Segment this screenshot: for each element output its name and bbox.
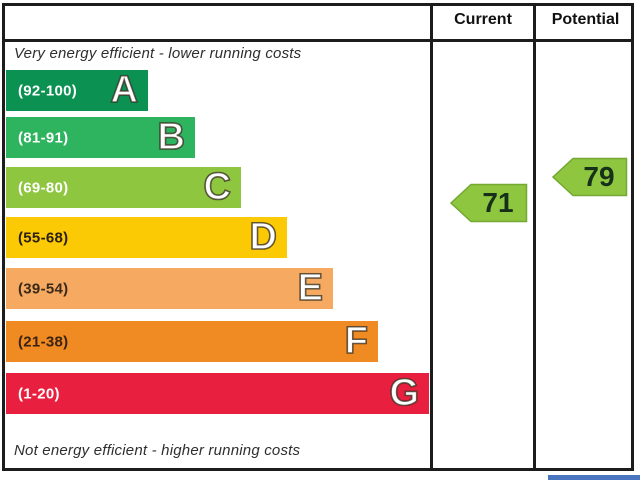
band-a: (92-100) A <box>6 70 148 111</box>
band-letter: D <box>249 215 278 258</box>
current-column-header: Current <box>454 11 512 28</box>
table-outer-border <box>2 3 634 471</box>
band-c: (69-80) C <box>6 167 241 208</box>
band-letter: E <box>297 266 324 309</box>
band-letter: G <box>389 371 420 414</box>
band-range: (92-100) <box>18 82 78 99</box>
band-range: (21-38) <box>18 333 69 350</box>
band-letter: F <box>344 319 369 362</box>
band-letter: A <box>110 68 139 111</box>
band-g: (1-20) G <box>6 373 429 414</box>
band-e: (39-54) E <box>6 268 333 309</box>
band-b: (81-91) B <box>6 117 195 158</box>
current-rating-value: 71 <box>482 187 514 218</box>
potential-rating-arrow: 79 <box>552 157 628 197</box>
potential-column-divider <box>533 3 536 471</box>
potential-rating-value: 79 <box>583 161 615 192</box>
current-rating-arrow: 71 <box>450 183 528 223</box>
bottom-caption: Not energy efficient - higher running co… <box>14 442 301 459</box>
header-divider-line <box>2 39 634 42</box>
band-range: (81-91) <box>18 129 69 146</box>
top-caption: Very energy efficient - lower running co… <box>14 45 302 62</box>
potential-column-header: Potential <box>551 11 620 28</box>
partial-blue-element-edge <box>548 475 640 480</box>
band-range: (55-68) <box>18 229 69 246</box>
band-f: (21-38) F <box>6 321 378 362</box>
band-letter: C <box>203 165 232 208</box>
band-range: (69-80) <box>18 179 69 196</box>
current-column-divider <box>430 3 433 471</box>
band-d: (55-68) D <box>6 217 287 258</box>
band-range: (39-54) <box>18 280 69 297</box>
left-pointing-arrow-icon <box>552 157 628 197</box>
band-letter: B <box>157 115 186 158</box>
band-range: (1-20) <box>18 385 60 402</box>
left-pointing-arrow-icon <box>450 183 528 223</box>
